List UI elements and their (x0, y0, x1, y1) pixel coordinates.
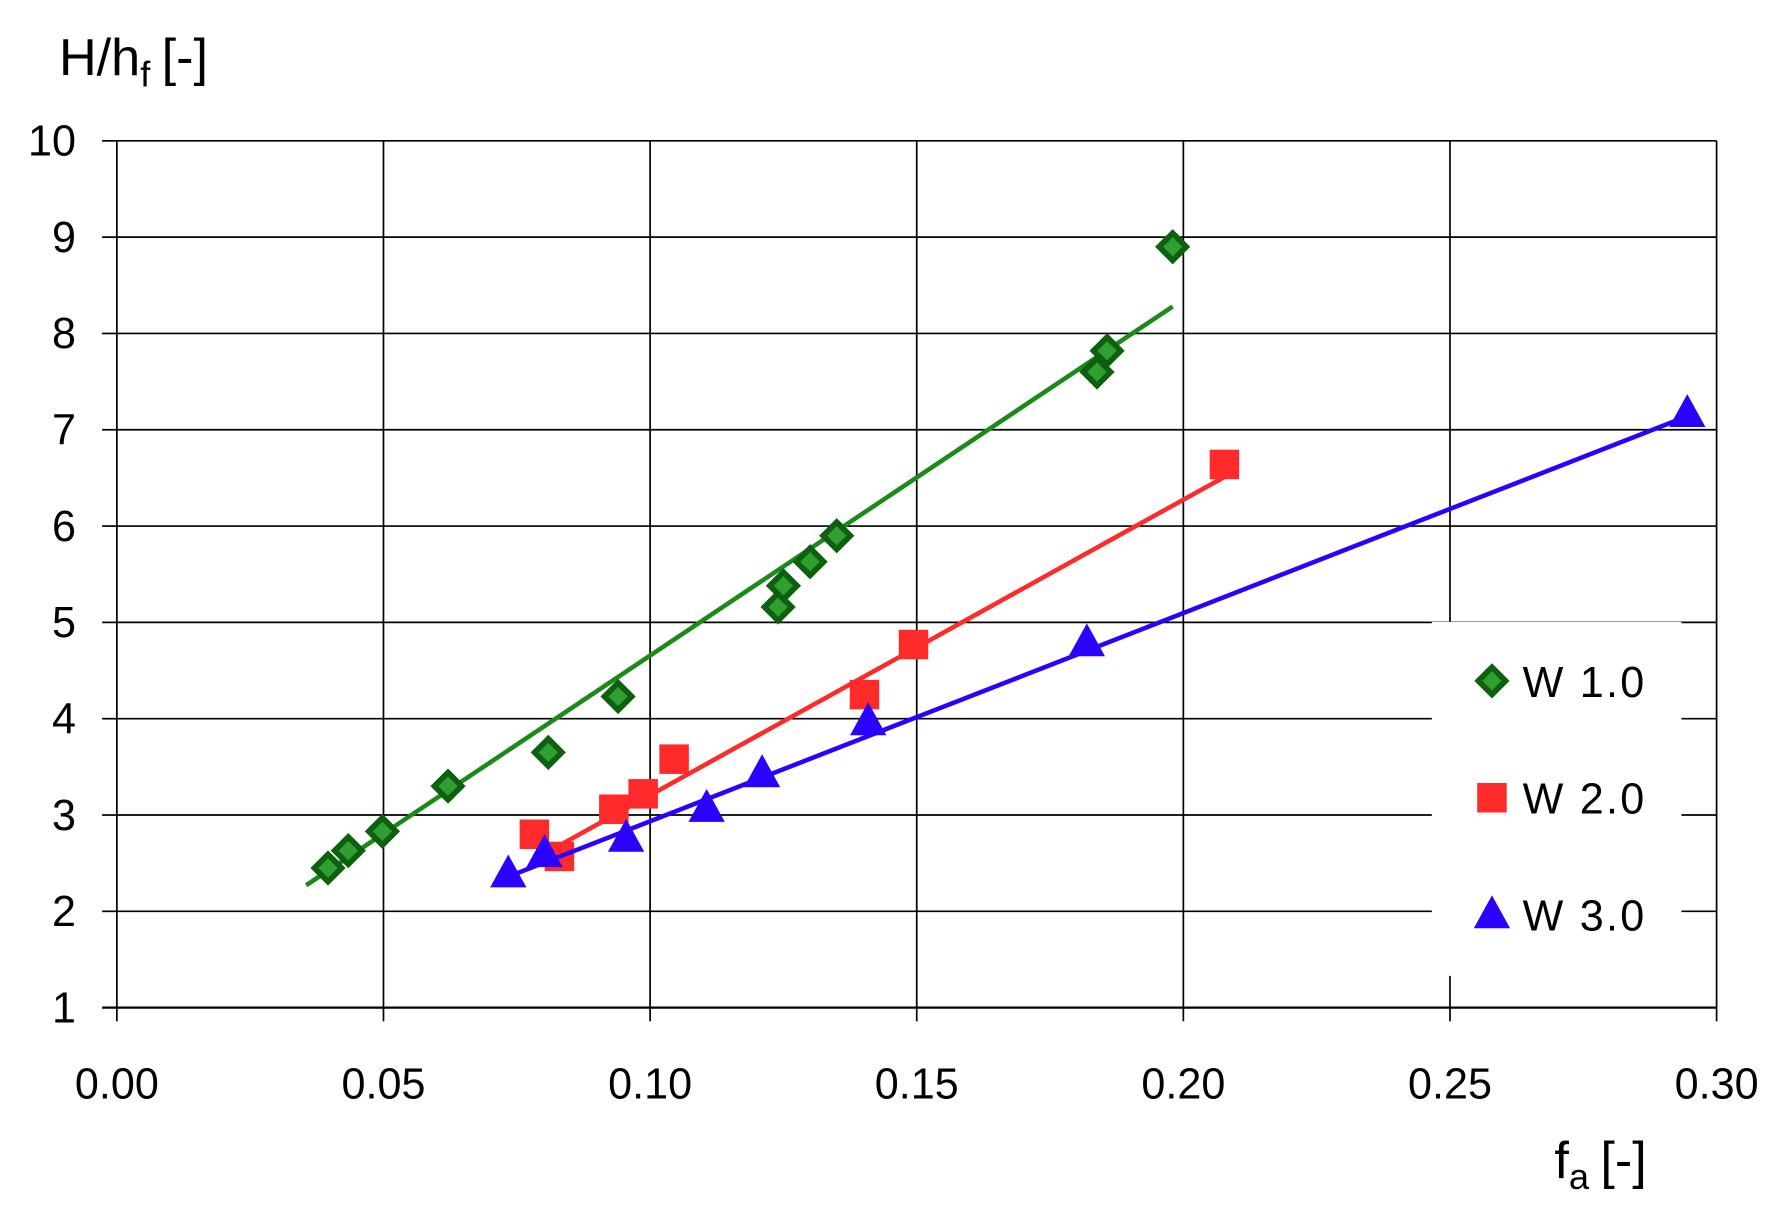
x-axis-label: fa [-] (1554, 1132, 1646, 1197)
point (1209, 449, 1240, 480)
x-tick-label: 0.30 (1675, 1060, 1759, 1108)
point (607, 818, 645, 852)
point (898, 629, 929, 660)
y-tick-label: 4 (52, 695, 76, 743)
point (765, 568, 802, 604)
y-tick-label: 1 (52, 984, 76, 1032)
point (530, 734, 566, 771)
point (688, 788, 725, 822)
x-tick-label: 0.15 (875, 1060, 959, 1108)
legend-label: W 2.0 (1523, 776, 1647, 824)
y-tick-label: 8 (52, 310, 76, 358)
point (1089, 333, 1125, 369)
point (310, 850, 346, 886)
legend-label: W 1.0 (1523, 659, 1647, 707)
legend-box (1431, 621, 1682, 976)
point (430, 768, 466, 804)
y-tick-label: 6 (52, 503, 76, 551)
y-axis-label: H/hf [-] (59, 29, 208, 94)
y-tick-label: 5 (52, 599, 76, 647)
y-tick-label: 7 (52, 407, 76, 455)
y-tick-label: 3 (52, 792, 76, 840)
x-tick-label: 0.05 (342, 1060, 426, 1108)
point (850, 702, 887, 736)
point (1079, 354, 1115, 390)
x-tick-label: 0.20 (1141, 1060, 1225, 1108)
legend-marker (1473, 895, 1511, 929)
legend-marker (1474, 663, 1510, 699)
point (659, 744, 689, 774)
trend-line (304, 304, 1174, 888)
point (1669, 394, 1706, 428)
point (364, 813, 401, 850)
y-tick-label: 2 (52, 888, 76, 936)
y-tick-label: 9 (52, 214, 76, 262)
y-tick-label: 10 (28, 118, 76, 166)
point (792, 544, 828, 580)
point (1155, 229, 1191, 265)
point (330, 833, 366, 869)
x-tick-label: 0.25 (1408, 1060, 1492, 1108)
point (819, 518, 855, 554)
x-tick-label: 0.00 (75, 1060, 159, 1108)
point (760, 589, 796, 625)
point (743, 754, 781, 788)
x-tick-label: 0.10 (608, 1060, 692, 1108)
point (628, 779, 658, 809)
point (849, 679, 880, 710)
point (599, 794, 629, 824)
point (490, 854, 527, 888)
legend-marker (1477, 782, 1507, 813)
point (1068, 623, 1105, 657)
point (526, 834, 563, 868)
point (600, 678, 636, 715)
legend-label: W 3.0 (1523, 892, 1647, 940)
